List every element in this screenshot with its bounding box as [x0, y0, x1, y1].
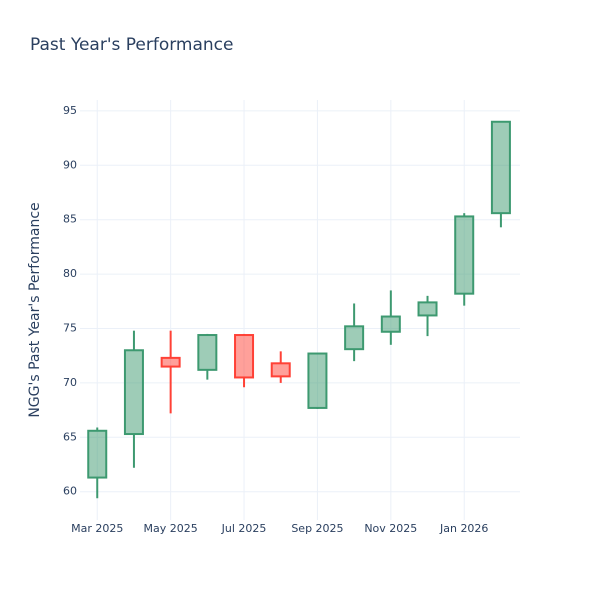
y-tick-label: 80 — [63, 267, 77, 280]
x-tick-label: May 2025 — [144, 522, 198, 535]
y-tick-label: 70 — [63, 376, 77, 389]
y-tick-label: 95 — [63, 104, 77, 117]
x-tick-label: Mar 2025 — [71, 522, 123, 535]
candle-body — [197, 334, 218, 371]
candle-body — [380, 315, 401, 333]
candle-body — [87, 429, 108, 479]
y-tick-label: 60 — [63, 485, 77, 498]
candle-body — [307, 352, 328, 409]
y-tick-label: 65 — [63, 430, 77, 443]
candle-body — [417, 301, 438, 317]
y-tick-label: 75 — [63, 321, 77, 334]
x-tick-label: Jul 2025 — [221, 522, 267, 535]
y-tick-label: 85 — [63, 213, 77, 226]
chart-title: Past Year's Performance — [30, 35, 234, 55]
candle-body — [454, 215, 475, 295]
candle-body — [344, 325, 365, 351]
candle-body — [160, 356, 181, 368]
candle-body — [234, 334, 255, 379]
candle-body — [270, 362, 291, 378]
candle-body — [490, 120, 511, 215]
x-tick-label: Sep 2025 — [291, 522, 343, 535]
x-tick-label: Nov 2025 — [364, 522, 417, 535]
x-tick-label: Jan 2026 — [439, 522, 488, 535]
candle-body — [123, 349, 144, 436]
y-tick-label: 90 — [63, 158, 77, 171]
y-axis-title: NGG's Past Year's Performance — [27, 202, 43, 417]
